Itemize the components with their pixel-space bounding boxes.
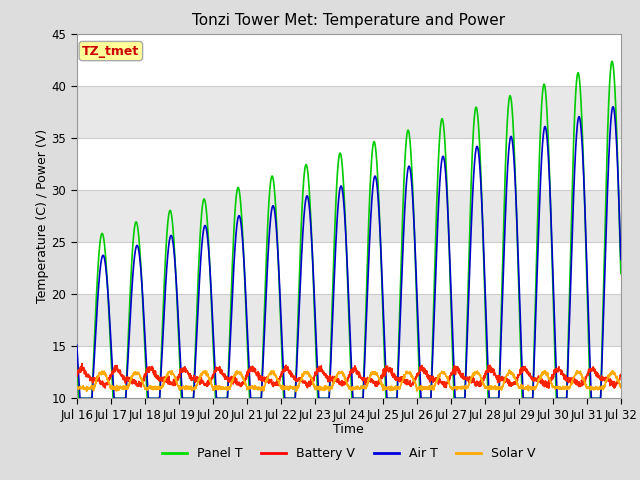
Battery V <box>78 360 86 366</box>
Bar <box>77 34 621 86</box>
Panel T <box>513 214 520 219</box>
X-axis label: Time: Time <box>333 423 364 436</box>
Bar <box>77 138 621 190</box>
Solar V <box>506 367 513 373</box>
Air T <box>543 139 551 144</box>
Battery V <box>610 382 618 388</box>
Air T <box>245 359 253 364</box>
Solar V <box>513 381 521 386</box>
Bar <box>77 242 621 294</box>
Air T <box>127 294 135 300</box>
Y-axis label: Temperature (C) / Power (V): Temperature (C) / Power (V) <box>36 129 49 303</box>
Battery V <box>513 377 520 383</box>
Battery V <box>73 373 81 379</box>
Panel T <box>608 59 616 64</box>
Title: Tonzi Tower Met: Temperature and Power: Tonzi Tower Met: Temperature and Power <box>192 13 506 28</box>
Panel T <box>381 386 389 392</box>
Solar V <box>127 377 135 383</box>
Panel T <box>245 377 253 383</box>
Air T <box>513 212 520 218</box>
Battery V <box>245 367 253 373</box>
Air T <box>76 396 84 401</box>
Line: Battery V: Battery V <box>77 363 621 388</box>
Line: Air T: Air T <box>77 107 621 398</box>
Bar <box>77 346 621 398</box>
Solar V <box>544 370 552 375</box>
Panel T <box>617 270 625 276</box>
Air T <box>381 363 389 369</box>
Air T <box>73 342 81 348</box>
Line: Panel T: Panel T <box>77 61 621 398</box>
Bar <box>77 190 621 242</box>
Panel T <box>610 65 618 71</box>
Bar <box>77 294 621 346</box>
Solar V <box>292 389 300 395</box>
Battery V <box>543 382 551 387</box>
Solar V <box>381 387 389 393</box>
Panel T <box>543 116 551 121</box>
Battery V <box>617 372 625 377</box>
Line: Solar V: Solar V <box>77 370 621 392</box>
Battery V <box>545 385 552 391</box>
Panel T <box>76 396 83 401</box>
Panel T <box>127 266 135 272</box>
Battery V <box>381 370 389 376</box>
Solar V <box>617 385 625 391</box>
Air T <box>610 105 618 110</box>
Panel T <box>73 354 81 360</box>
Legend: Panel T, Battery V, Air T, Solar V: Panel T, Battery V, Air T, Solar V <box>157 442 541 465</box>
Solar V <box>73 385 81 391</box>
Solar V <box>610 370 618 375</box>
Solar V <box>244 385 252 391</box>
Battery V <box>127 380 135 385</box>
Air T <box>617 257 625 263</box>
Air T <box>609 104 617 109</box>
Text: TZ_tmet: TZ_tmet <box>82 45 140 58</box>
Bar <box>77 86 621 138</box>
